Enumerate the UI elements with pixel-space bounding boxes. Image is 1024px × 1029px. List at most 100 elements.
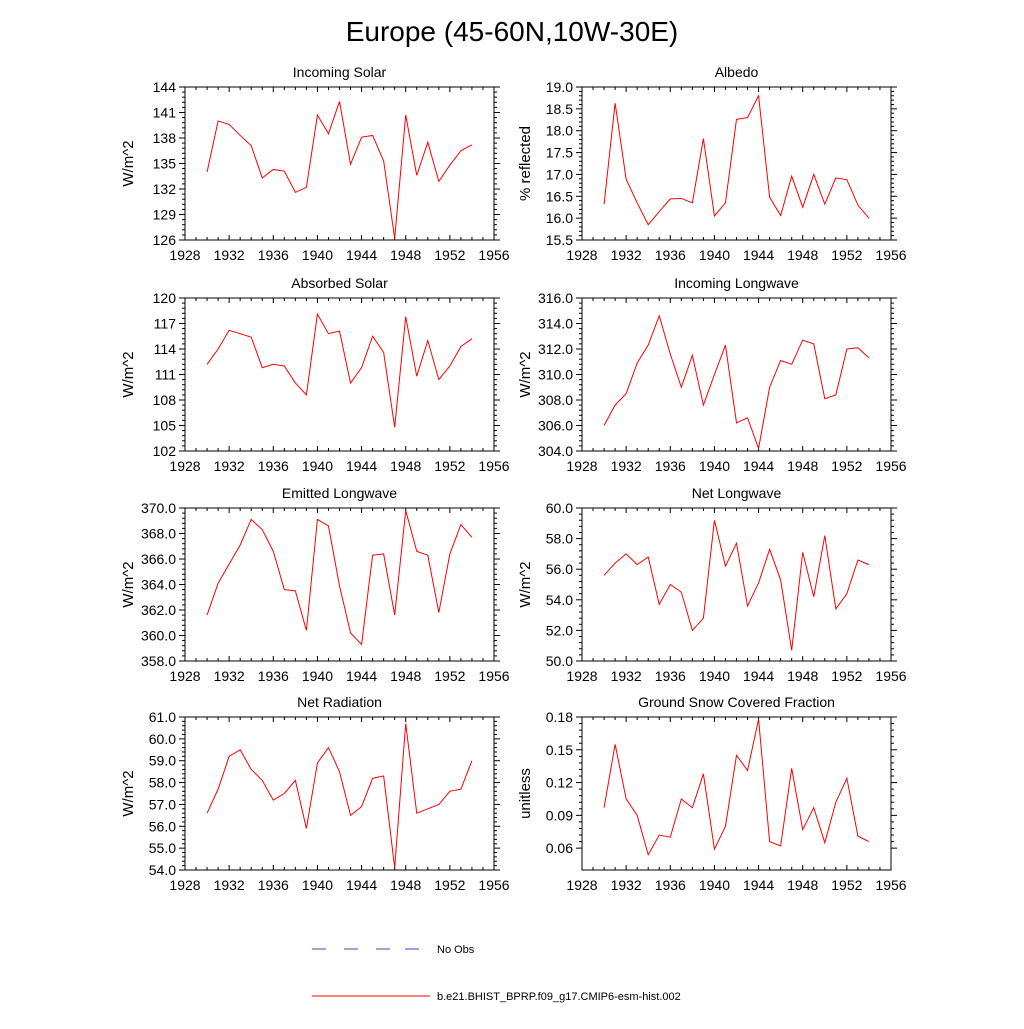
x-tick-label: 1948 [390, 247, 421, 263]
panel-incoming-solar: Incoming Solar 1928 1932 1936 1940 1944 1948 19… [120, 64, 510, 263]
x-tick-label: 1956 [875, 247, 906, 263]
series-line [206, 723, 473, 868]
y-axis-label: % reflected [517, 126, 534, 201]
y-tick-label: 54.0 [546, 592, 573, 608]
x-tick-label: 1928 [566, 247, 597, 263]
x-tick-label: 1936 [258, 247, 289, 263]
x-tick-label: 1952 [831, 247, 862, 263]
x-tick-label: 1940 [302, 877, 333, 893]
x-tick-label: 1936 [258, 668, 289, 684]
y-tick-label: 105 [153, 418, 177, 434]
y-tick-label: 312.0 [538, 341, 573, 357]
x-tick-label: 1952 [434, 458, 465, 474]
figure-title: Europe (45-60N,10W-30E) [346, 16, 679, 47]
x-tick-label: 1952 [434, 247, 465, 263]
series-line [603, 520, 870, 651]
y-tick-label: 126 [153, 232, 177, 248]
x-tick-label: 1952 [831, 458, 862, 474]
y-tick-label: 0.15 [546, 742, 573, 758]
series-line [603, 314, 870, 451]
y-tick-label: 17.0 [546, 166, 573, 182]
x-tick-label: 1936 [655, 668, 686, 684]
y-tick-label: 0.18 [546, 709, 573, 725]
y-tick-label: 17.5 [546, 145, 573, 161]
x-tick-label: 1948 [787, 668, 818, 684]
y-tick-label: 129 [153, 207, 177, 223]
y-tick-label: 57.0 [149, 796, 176, 812]
x-tick-label: 1940 [302, 247, 333, 263]
x-tick-label: 1932 [611, 247, 642, 263]
panel-net-radiation: Net Radiation 1928 1932 1936 1940 1944 1948 195… [120, 694, 510, 893]
y-tick-label: 52.0 [546, 622, 573, 638]
panel-albedo: Albedo 1928 1932 1936 1940 1944 1948 1952 1956 15… [517, 64, 907, 263]
plot-frame [184, 86, 495, 241]
y-tick-label: 358.0 [141, 653, 176, 669]
y-tick-label: 59.0 [149, 753, 176, 769]
x-tick-label: 1948 [787, 877, 818, 893]
panel-net-longwave: Net Longwave 1928 1932 1936 1940 1944 1948 1952… [517, 485, 907, 684]
series-line [206, 312, 473, 428]
x-tick-label: 1940 [699, 458, 730, 474]
x-tick-label: 1932 [214, 458, 245, 474]
x-tick-label: 1952 [434, 877, 465, 893]
x-tick-label: 1956 [875, 668, 906, 684]
y-tick-label: 0.09 [546, 807, 573, 823]
x-tick-label: 1952 [434, 668, 465, 684]
y-tick-label: 60.0 [149, 731, 176, 747]
y-tick-label: 364.0 [141, 577, 176, 593]
y-tick-label: 56.0 [149, 818, 176, 834]
plot-frame [581, 507, 892, 662]
x-tick-label: 1956 [478, 668, 509, 684]
panels: Incoming Solar 1928 1932 1936 1940 1944 1948 19… [120, 64, 907, 893]
y-axis-label: W/m^2 [517, 351, 534, 397]
x-tick-label: 1928 [566, 668, 597, 684]
y-tick-label: 316.0 [538, 290, 573, 306]
x-tick-label: 1928 [169, 247, 200, 263]
x-tick-label: 1928 [566, 877, 597, 893]
x-tick-label: 1944 [743, 668, 774, 684]
panel-title: Net Radiation [297, 694, 382, 710]
x-tick-label: 1932 [214, 668, 245, 684]
x-tick-label: 1944 [346, 458, 377, 474]
panel-title: Net Longwave [692, 485, 782, 501]
y-axis-label: W/m^2 [517, 561, 534, 607]
x-tick-label: 1928 [566, 458, 597, 474]
y-tick-label: 0.06 [546, 840, 573, 856]
x-tick-label: 1952 [831, 877, 862, 893]
y-tick-label: 132 [153, 181, 177, 197]
panel-title: Emitted Longwave [282, 485, 397, 501]
panel-title: Albedo [715, 64, 759, 80]
y-tick-label: 308.0 [538, 392, 573, 408]
panel-absorbed-solar: Absorbed Solar 1928 1932 1936 1940 1944 1948 19… [120, 275, 510, 474]
y-tick-label: 120 [153, 290, 177, 306]
y-tick-label: 56.0 [546, 561, 573, 577]
x-tick-label: 1956 [478, 877, 509, 893]
y-tick-label: 50.0 [546, 653, 573, 669]
y-tick-label: 144 [153, 79, 177, 95]
x-tick-label: 1928 [169, 458, 200, 474]
x-tick-label: 1944 [346, 668, 377, 684]
x-tick-label: 1936 [655, 247, 686, 263]
y-axis-label: W/m^2 [120, 770, 137, 816]
y-tick-label: 141 [153, 105, 177, 121]
y-tick-label: 304.0 [538, 443, 573, 459]
y-axis-label: W/m^2 [120, 351, 137, 397]
panel-incoming-longwave: Incoming Longwave 1928 1932 1936 1940 1944 194… [517, 275, 907, 474]
series-line [603, 94, 870, 226]
y-tick-label: 366.0 [141, 551, 176, 567]
plot-frame [581, 86, 892, 241]
y-axis-label: unitless [517, 768, 534, 819]
x-tick-label: 1948 [390, 877, 421, 893]
panel-title: Incoming Solar [293, 64, 387, 80]
x-tick-label: 1948 [390, 458, 421, 474]
panel-title: Ground Snow Covered Fraction [638, 694, 835, 710]
y-tick-label: 15.5 [546, 232, 573, 248]
y-tick-label: 58.0 [546, 531, 573, 547]
y-tick-label: 368.0 [141, 526, 176, 542]
y-tick-label: 360.0 [141, 628, 176, 644]
panel-title: Absorbed Solar [291, 275, 388, 291]
x-tick-label: 1956 [875, 877, 906, 893]
x-tick-label: 1944 [346, 247, 377, 263]
x-tick-label: 1940 [699, 877, 730, 893]
